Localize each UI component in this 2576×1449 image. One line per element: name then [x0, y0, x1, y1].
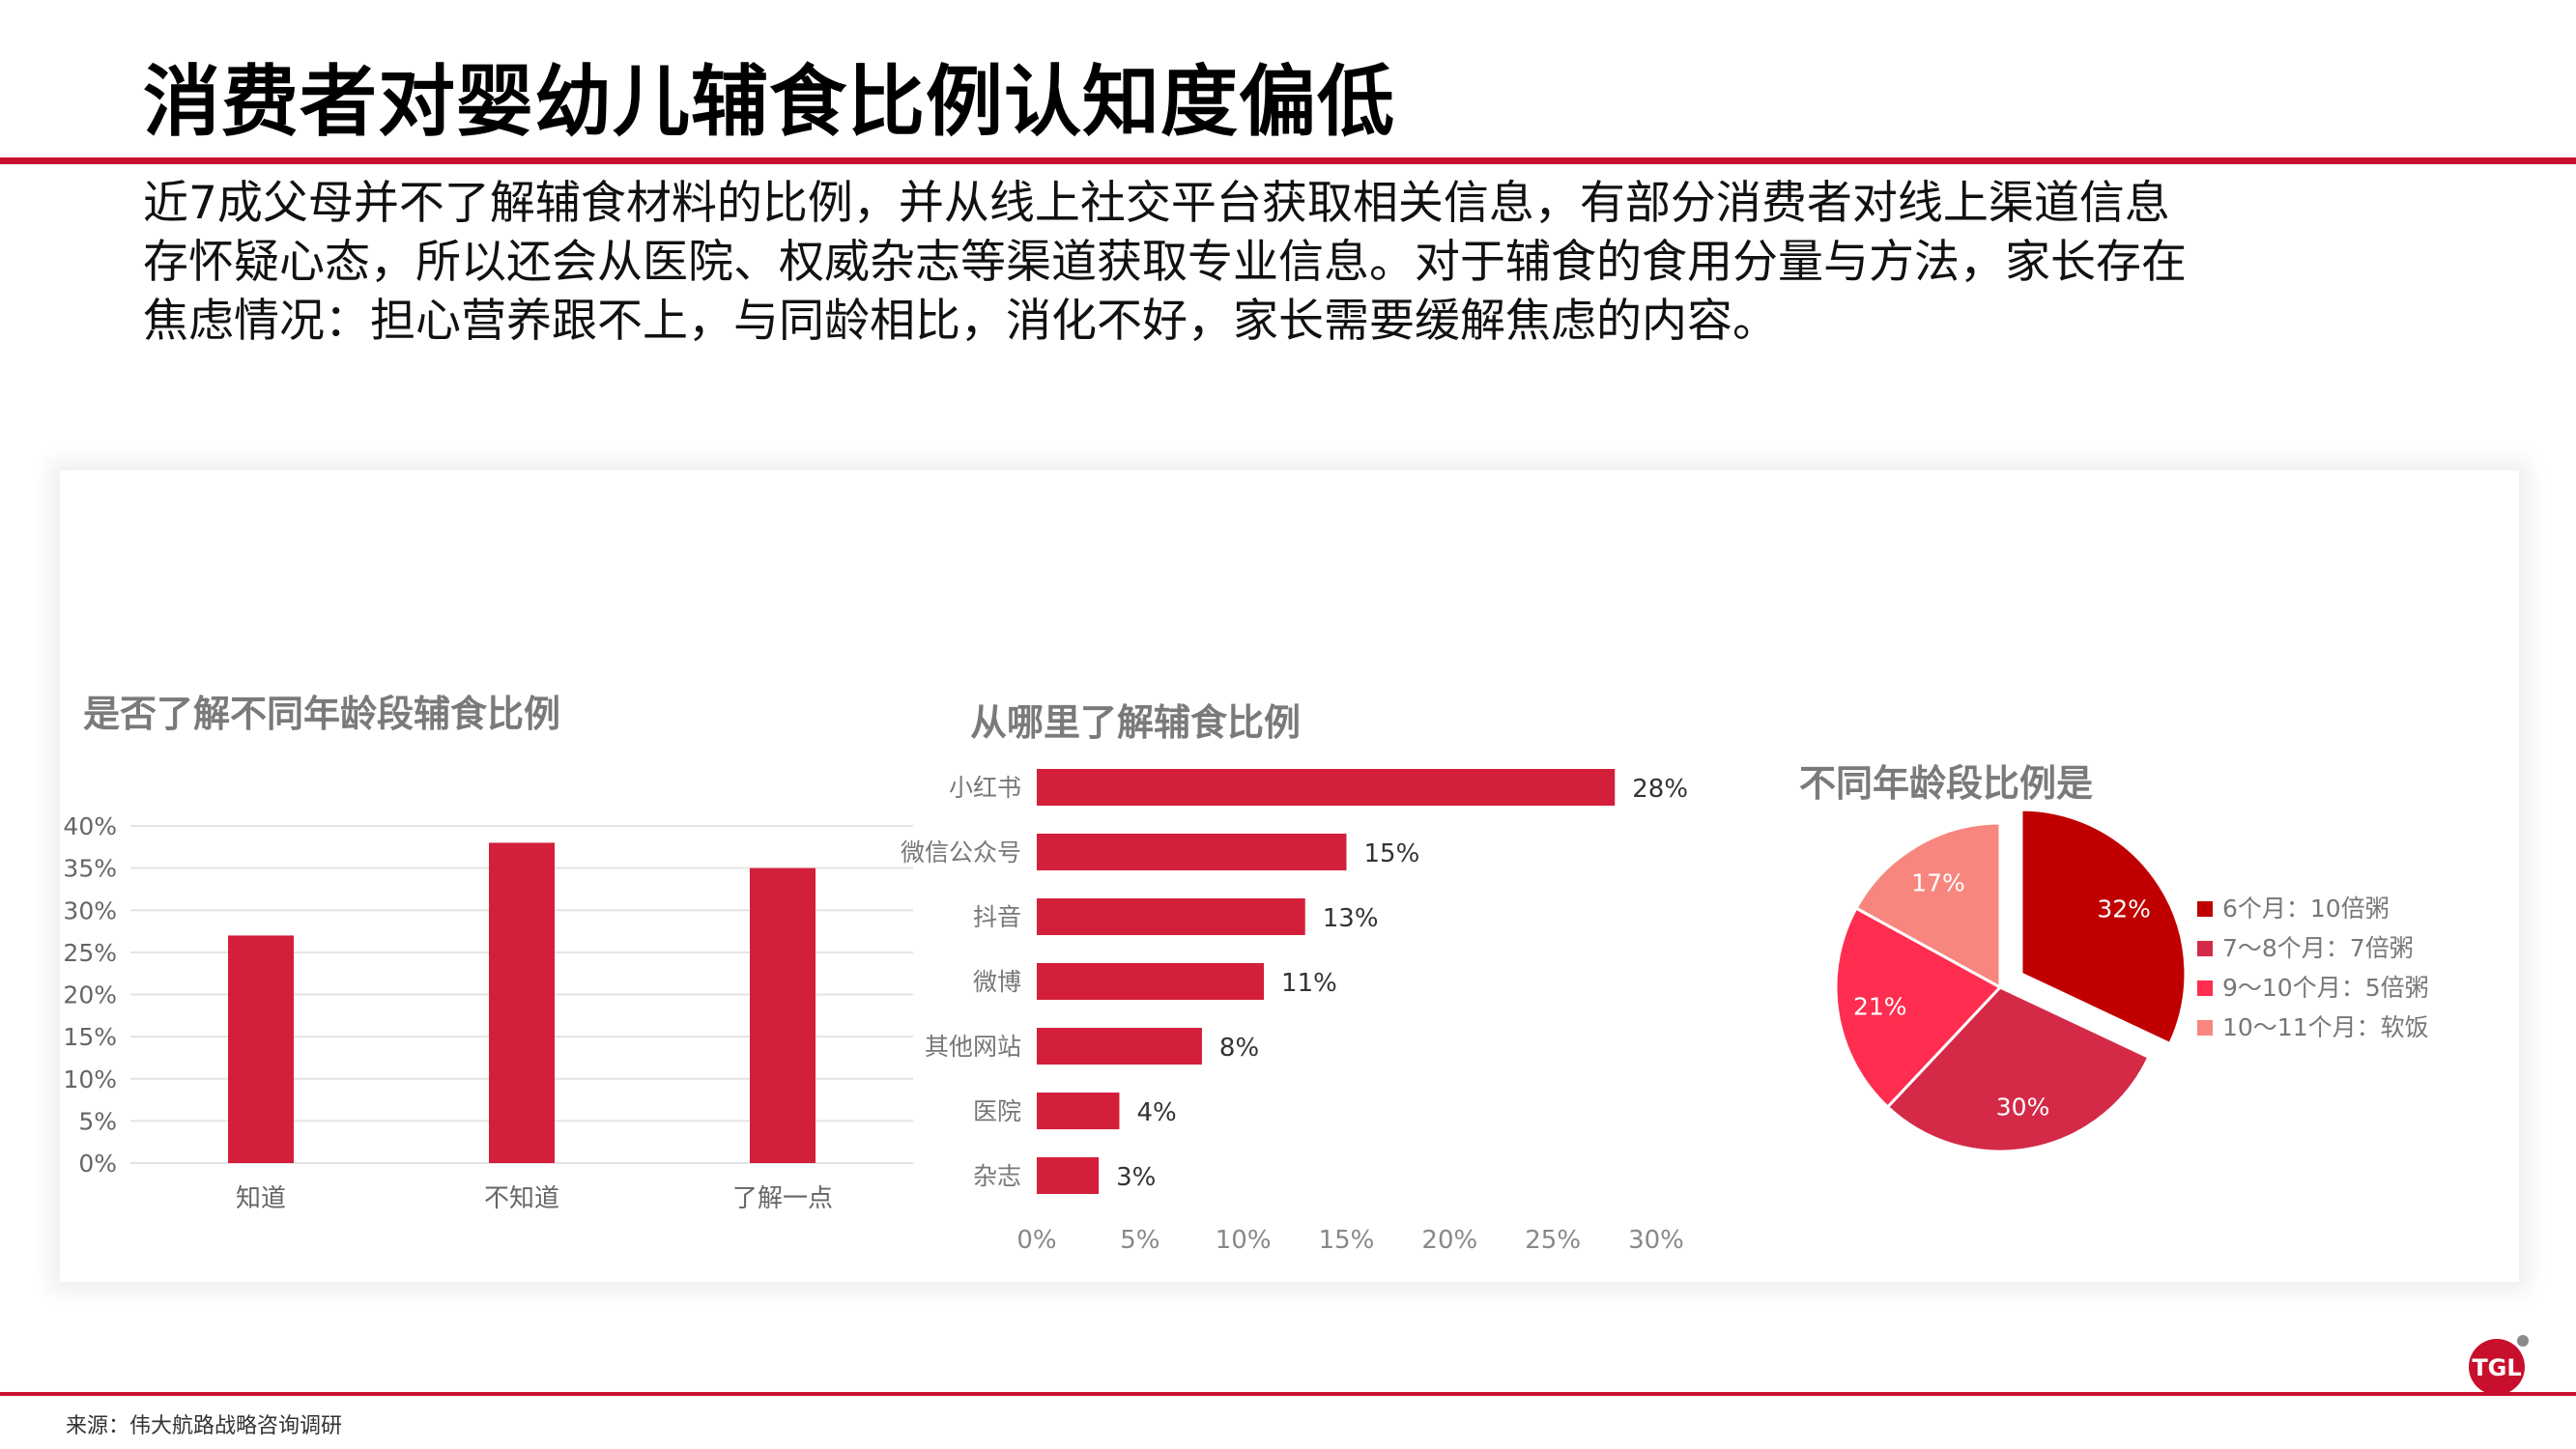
- legend-swatch: [2197, 901, 2213, 917]
- bar: [1037, 1028, 1202, 1065]
- legend-label: 10～11个月：软饭: [2222, 1013, 2429, 1041]
- slice-label: 30%: [1996, 1094, 2050, 1122]
- x-tick-label: 知道: [236, 1184, 286, 1213]
- intro-line: 焦虑情况：担心营养跟不上，与同龄相比，消化不好，家长需要缓解焦虑的内容。: [143, 295, 1778, 348]
- category-label: 小红书: [949, 774, 1021, 802]
- category-label: 抖音: [973, 903, 1021, 931]
- pie-chart-title: 不同年龄段比例是: [1799, 762, 2094, 805]
- source-note: 来源：伟大航路战略咨询调研: [66, 1414, 343, 1438]
- slice-label: 21%: [1853, 993, 1907, 1021]
- category-label: 其他网站: [925, 1033, 1021, 1061]
- legend-swatch: [2197, 941, 2213, 956]
- legend-label: 6个月：10倍粥: [2222, 895, 2390, 923]
- logo-text: TGL: [2472, 1354, 2521, 1381]
- pie-slice: [1853, 821, 2002, 990]
- y-tick-label: 0%: [78, 1150, 117, 1178]
- data-label: 3%: [1116, 1163, 1156, 1192]
- bar: [1037, 963, 1265, 1000]
- bar: [1037, 1093, 1120, 1129]
- y-tick-label: 40%: [63, 812, 117, 840]
- y-tick-label: 10%: [63, 1065, 117, 1094]
- legend-swatch: [2197, 1020, 2213, 1036]
- data-label: 4%: [1136, 1098, 1176, 1127]
- title-divider: [0, 157, 2576, 164]
- x-tick-label: 0%: [1016, 1226, 1056, 1255]
- data-label: 15%: [1364, 839, 1420, 868]
- tgl-logo: TGL: [2469, 1335, 2529, 1395]
- y-tick-label: 15%: [63, 1023, 117, 1051]
- x-tick-label: 30%: [1628, 1226, 1684, 1255]
- category-label: 微博: [973, 968, 1021, 996]
- page-title: 消费者对婴幼儿辅食比例认知度偏低: [143, 57, 1395, 147]
- x-tick-label: 不知道: [484, 1184, 559, 1213]
- y-tick-label: 25%: [63, 939, 117, 967]
- bar-chart-title: 是否了解不同年龄段辅食比例: [83, 693, 561, 735]
- intro-line: 存怀疑心态，所以还会从医院、权威杂志等渠道获取专业信息。对于辅食的食用分量与方法…: [143, 236, 2187, 289]
- bar: [489, 842, 555, 1163]
- slice-label: 17%: [1911, 869, 1965, 897]
- pie-slice: [1885, 985, 2151, 1153]
- y-tick-label: 20%: [63, 981, 117, 1009]
- x-tick-label: 15%: [1319, 1226, 1375, 1255]
- footer-divider: [0, 1392, 2576, 1396]
- x-tick-label: 20%: [1421, 1226, 1477, 1255]
- data-label: 28%: [1632, 775, 1688, 804]
- data-label: 13%: [1323, 904, 1379, 933]
- intro-paragraph: 近7成父母并不了解辅食材料的比例，并从线上社交平台获取相关信息，有部分消费者对线…: [143, 174, 2365, 351]
- y-tick-label: 35%: [63, 855, 117, 883]
- bar: [1037, 769, 1616, 806]
- data-label: 11%: [1281, 969, 1337, 998]
- y-tick-label: 30%: [63, 896, 117, 924]
- pie-slice: [1834, 906, 2003, 1110]
- category-label: 医院: [973, 1097, 1021, 1125]
- category-label: 微信公众号: [901, 838, 1021, 867]
- category-label: 杂志: [973, 1162, 1021, 1190]
- x-tick-label: 10%: [1216, 1226, 1272, 1255]
- bar: [228, 935, 294, 1163]
- x-tick-label: 了解一点: [732, 1184, 833, 1213]
- pie-slice: [2019, 808, 2188, 1046]
- x-tick-label: 5%: [1120, 1226, 1159, 1255]
- legend-label: 7～8个月：7倍粥: [2222, 934, 2414, 962]
- intro-line: 近7成父母并不了解辅食材料的比例，并从线上社交平台获取相关信息，有部分消费者对线…: [143, 177, 2170, 230]
- bar: [1037, 1157, 1100, 1194]
- bar: [1037, 898, 1305, 935]
- y-tick-label: 5%: [78, 1107, 117, 1135]
- slice-label: 32%: [2097, 895, 2151, 923]
- x-tick-label: 25%: [1525, 1226, 1581, 1255]
- data-label: 8%: [1219, 1034, 1259, 1063]
- legend-swatch: [2197, 980, 2213, 996]
- hbar-chart-title: 从哪里了解辅食比例: [970, 701, 1302, 744]
- bar: [1037, 834, 1347, 870]
- bar: [750, 867, 816, 1163]
- legend-label: 9～10个月：5倍粥: [2222, 974, 2429, 1002]
